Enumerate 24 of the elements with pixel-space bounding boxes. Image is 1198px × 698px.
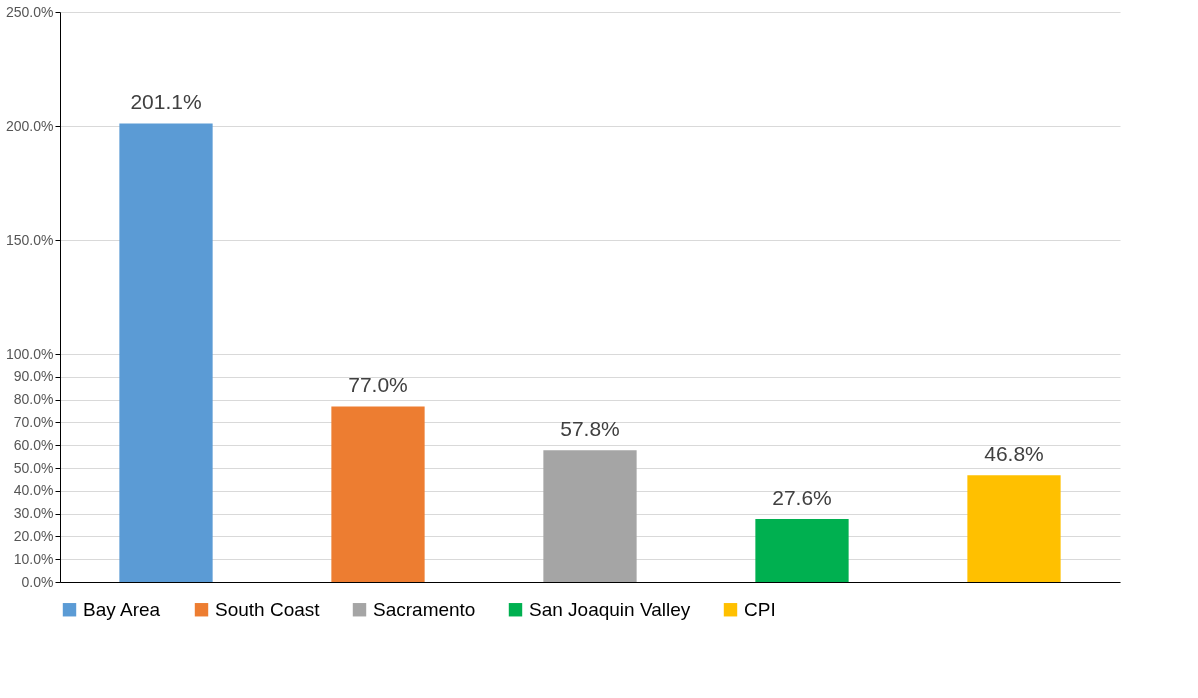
data-label: 77.0% [348,373,408,397]
data-label: 57.8% [560,417,620,441]
y-tick-label: 20.0% [13,527,54,544]
legend-label: CPI [744,598,776,620]
data-label: 46.8% [984,442,1044,466]
legend-label: South Coast [215,598,321,620]
y-tick-label: 70.0% [13,413,54,430]
legend-label: Sacramento [373,598,476,620]
y-tick-label: 0.0% [21,573,54,590]
y-tick-label: 150.0% [6,231,54,248]
y-tick-label: 40.0% [13,482,54,499]
y-tick-label: 250.0% [6,3,54,20]
y-tick-label: 80.0% [13,391,54,408]
y-tick-label: 50.0% [13,459,54,476]
data-label: 201.1% [130,90,202,114]
data-label: 27.6% [772,486,832,510]
y-tick-label: 90.0% [13,368,54,385]
y-tick-label: 30.0% [13,505,54,522]
y-tick-label: 10.0% [13,550,54,567]
legend-label: Bay Area [83,598,161,620]
y-tick-label: 60.0% [13,436,54,453]
y-tick-label: 200.0% [6,117,54,134]
y-tick-label: 100.0% [6,345,54,362]
legend-label: San Joaquin Valley [529,598,691,620]
